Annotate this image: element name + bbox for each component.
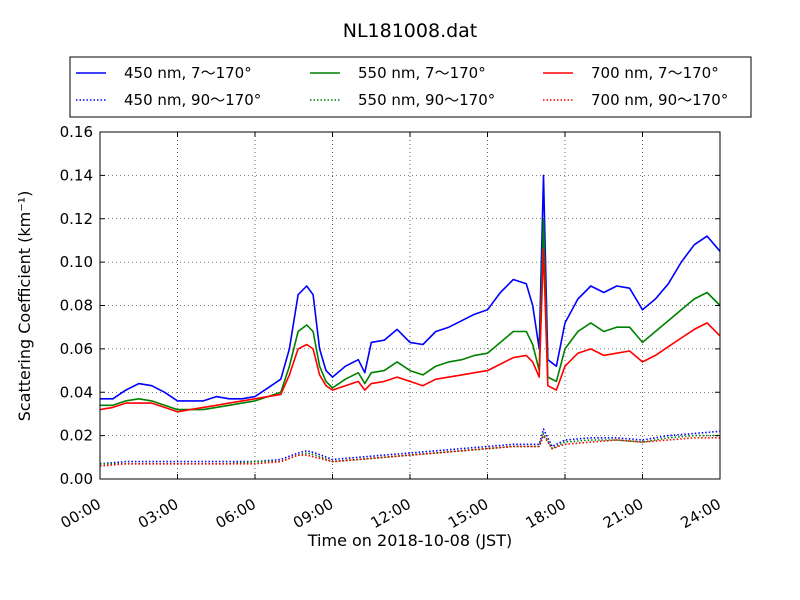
series-line-450-nm-90-170 bbox=[99, 428, 721, 465]
chart-title: NL181008.dat bbox=[343, 20, 478, 42]
y-tick-label: 0.02 bbox=[60, 427, 93, 445]
legend-label: 550 nm, 90～170° bbox=[358, 91, 495, 109]
x-tick-label: 06:00 bbox=[213, 495, 259, 532]
x-tick-label: 03:00 bbox=[135, 495, 181, 532]
legend-label: 700 nm, 90～170° bbox=[591, 91, 728, 109]
legend: 450 nm, 7～170° 550 nm, 7～170° 700 nm, 7～17… bbox=[69, 56, 752, 118]
x-tick-label: 15:00 bbox=[445, 495, 491, 532]
y-tick-label: 0.06 bbox=[60, 340, 93, 358]
y-axis-label: Scattering Coefficient (km⁻¹) bbox=[15, 191, 34, 422]
series-line-550-nm-7-170 bbox=[100, 218, 721, 411]
series-line-700-nm-7-170 bbox=[99, 248, 721, 413]
x-tick-label: 00:00 bbox=[58, 495, 104, 532]
x-tick-label: 18:00 bbox=[523, 495, 569, 532]
y-tick-label: 0.12 bbox=[60, 210, 93, 228]
series-line-550-nm-90-170 bbox=[100, 432, 720, 465]
y-tick-label: 0.00 bbox=[60, 470, 93, 488]
series-line-700-nm-90-170 bbox=[99, 434, 720, 467]
legend-frame bbox=[69, 56, 752, 118]
y-tick-label: 0.08 bbox=[60, 297, 93, 315]
x-tick-label: 12:00 bbox=[368, 495, 414, 532]
y-tick-label: 0.16 bbox=[60, 123, 93, 141]
x-tick-label: 09:00 bbox=[290, 495, 336, 532]
legend-label: 450 nm, 90～170° bbox=[124, 91, 261, 109]
legend-label: 550 nm, 7～170° bbox=[358, 64, 486, 82]
y-tick-label: 0.04 bbox=[60, 383, 93, 401]
legend-label: 700 nm, 7～170° bbox=[591, 64, 719, 82]
y-tick-label: 0.14 bbox=[60, 166, 93, 184]
legend-label: 450 nm, 7～170° bbox=[124, 64, 252, 82]
plot-area: 0.00 0.02 0.04 0.06 0.08 0.10 0.12 0.14 0.16 00:0… bbox=[58, 123, 724, 532]
x-axis-label: Time on 2018-10-08 (JST) bbox=[307, 531, 512, 550]
y-tick-label: 0.10 bbox=[60, 253, 93, 271]
series-line-450-nm-7-170 bbox=[100, 174, 721, 402]
x-tick-label: 21:00 bbox=[600, 495, 646, 532]
x-tick-label: 24:00 bbox=[678, 495, 724, 532]
